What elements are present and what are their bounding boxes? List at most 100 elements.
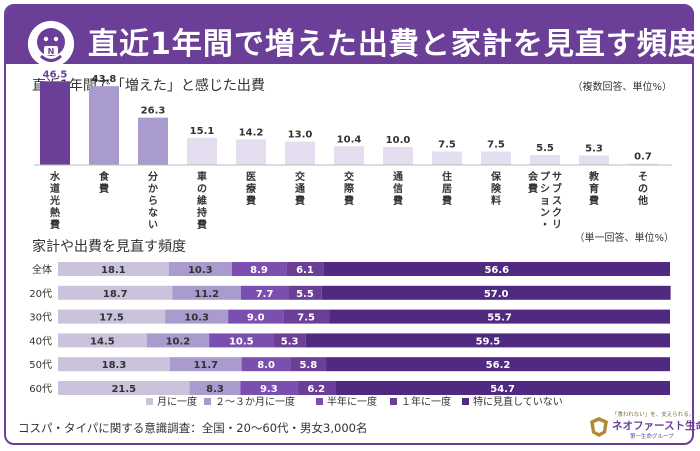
stack-value-label: 8.0 (257, 360, 275, 371)
bar (628, 163, 658, 165)
stack-segment (165, 309, 229, 324)
stack-value-label: 7.7 (256, 289, 274, 300)
category-label-char: ・ (540, 220, 550, 231)
category-label-char: ら (148, 195, 158, 207)
stack-segment (58, 381, 190, 395)
stack-value-label: 10.3 (184, 313, 209, 324)
category-label-char: ン (540, 208, 550, 219)
category-label-char: 保 (490, 170, 502, 183)
bar (432, 151, 462, 165)
stack-value-label: 21.5 (111, 384, 136, 395)
logo-name: ネオファースト生命 (612, 420, 700, 432)
legend-label: １年に一度 (401, 395, 451, 408)
category-label-char: 居 (442, 183, 452, 195)
legend-swatch (462, 398, 469, 405)
bar (285, 141, 315, 165)
category-label-char: ブ (552, 182, 562, 195)
category-label-char: サ (552, 171, 562, 183)
stack-value-label: 18.3 (102, 360, 127, 371)
stack-row-label: 20代 (29, 288, 52, 300)
stack-value-label: 7.5 (297, 313, 315, 324)
stack-segment (228, 309, 284, 324)
bar (138, 117, 168, 165)
bar (187, 137, 217, 165)
bar (236, 139, 266, 165)
category-label-char: な (148, 207, 158, 219)
category-label-char: ク (552, 207, 562, 219)
stack-value-label: 6.1 (296, 265, 314, 276)
category-label-char: シ (540, 183, 550, 195)
stack-segment (241, 357, 291, 372)
category-label-char: 料 (491, 194, 501, 207)
bar (383, 147, 413, 165)
stack-segment (286, 262, 324, 276)
stack-segment (58, 262, 169, 276)
page-title: 直近1年間で増えた出費と家計を見直す頻度 (88, 27, 699, 62)
stack-value-label: 5.5 (296, 289, 314, 300)
bar-chart-note: （複数回答、単位%） (572, 80, 672, 93)
stack-chart-note: （単一回答、単位%） (574, 231, 674, 244)
category-label-char: 維 (197, 194, 207, 207)
logo-subtitle: 第一生命グループ (630, 434, 674, 440)
category-label-char: 会 (528, 170, 538, 183)
stack-value-label: 8.3 (206, 384, 224, 395)
stack-row-label: 30代 (29, 312, 52, 324)
category-label-char: ス (552, 195, 562, 207)
category-label-char: プ (540, 170, 551, 183)
bar (481, 151, 511, 165)
category-label-char: 水 (49, 170, 61, 183)
stack-segment (305, 333, 670, 348)
stack-row-label: 60代 (29, 383, 52, 395)
survey-footnote: コスパ・タイパに関する意識調査：全国・20～60代・男女3,000名 (18, 421, 368, 435)
stack-value-label: 5.8 (299, 360, 317, 371)
category-label-char: の (197, 184, 207, 195)
stack-segment (189, 381, 241, 395)
bar-value-label: 13.0 (288, 130, 313, 141)
category-label-char: 食 (98, 170, 110, 183)
stack-segment (335, 381, 670, 395)
stack-segment (169, 357, 242, 372)
category-label-char: 通 (393, 171, 403, 183)
stack-value-label: 11.7 (193, 360, 218, 371)
stack-value-label: 18.7 (103, 289, 128, 300)
stack-segment (326, 357, 670, 372)
category-label-char: 費 (246, 194, 256, 207)
category-label-char: 費 (197, 218, 207, 231)
bar-value-label: 46.5 (43, 69, 68, 80)
bar-value-label: 5.5 (536, 143, 554, 154)
stack-segment (329, 309, 670, 324)
svg-text:N: N (48, 47, 55, 56)
category-label-char: 信 (393, 182, 403, 195)
stack-segment (288, 285, 322, 300)
stack-segment (231, 262, 287, 276)
category-label-char: 育 (589, 182, 599, 195)
stack-chart-title: 家計や出費を見直す頻度 (32, 238, 186, 255)
stack-value-label: 10.3 (188, 265, 213, 276)
legend-swatch (390, 398, 397, 405)
stack-segment (209, 333, 274, 348)
category-label-char: 険 (491, 182, 502, 195)
infographic-frame (4, 4, 694, 445)
bar-value-label: 0.7 (634, 152, 652, 163)
category-label-char: 交 (344, 170, 354, 183)
category-label-char: 車 (197, 170, 207, 183)
stack-segment (283, 309, 330, 324)
company-logo (588, 412, 684, 442)
bar-value-label: 7.5 (438, 140, 456, 151)
stack-value-label: 10.2 (166, 336, 191, 347)
stack-value-label: 9.3 (260, 384, 278, 395)
bar-value-label: 7.5 (487, 140, 505, 151)
stack-value-label: 56.6 (484, 265, 509, 276)
category-label-char: の (638, 184, 648, 195)
category-label-char: 持 (197, 206, 207, 219)
stack-row-label: 全体 (32, 263, 52, 276)
stack-segment (240, 285, 289, 300)
stack-value-label: 8.9 (250, 265, 268, 276)
stack-segment (297, 381, 336, 395)
bar-value-label: 5.3 (585, 143, 603, 154)
bar (334, 146, 364, 165)
category-label-char: 費 (442, 194, 452, 207)
stack-value-label: 57.0 (484, 289, 509, 300)
